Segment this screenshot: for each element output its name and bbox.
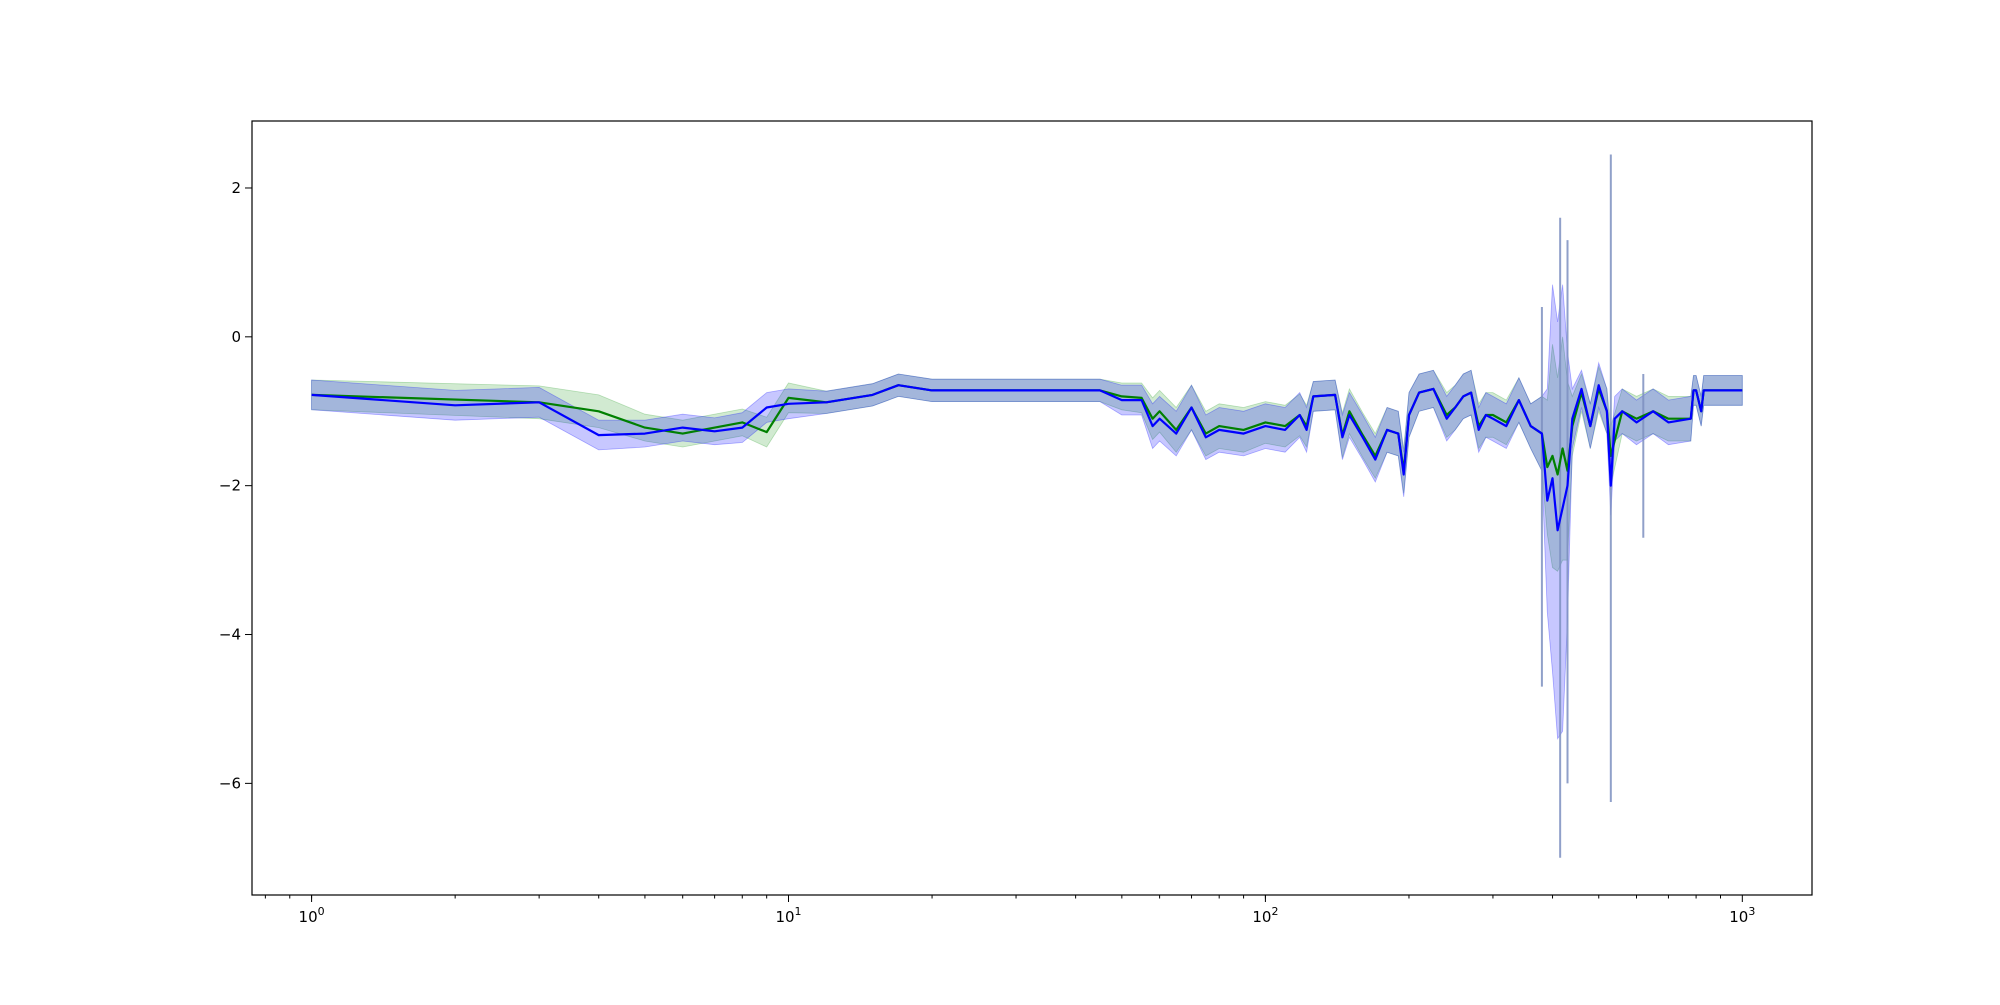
series-1-band [311,284,1743,740]
x-tick-label: 102 [1252,905,1278,926]
x-tick-label: 101 [775,905,801,926]
series-1-line [311,384,1743,532]
x-tick-label: 103 [1729,905,1755,926]
y-tick-label: −6 [219,774,241,792]
y-tick-label: −4 [219,626,241,644]
axes-frame [251,120,1813,896]
y-tick-label: 2 [231,179,241,197]
y-axis: 2 0 −2 −4 −6 [219,179,252,792]
y-tick-label: 0 [231,328,241,346]
x-tick-label: 100 [299,905,325,926]
series-0-band [311,336,1743,572]
y-tick-label: −2 [219,477,241,495]
confidence-bands [311,284,1743,740]
series-lines [311,384,1743,532]
x-axis: 100 101 102 103 [264,895,1755,926]
